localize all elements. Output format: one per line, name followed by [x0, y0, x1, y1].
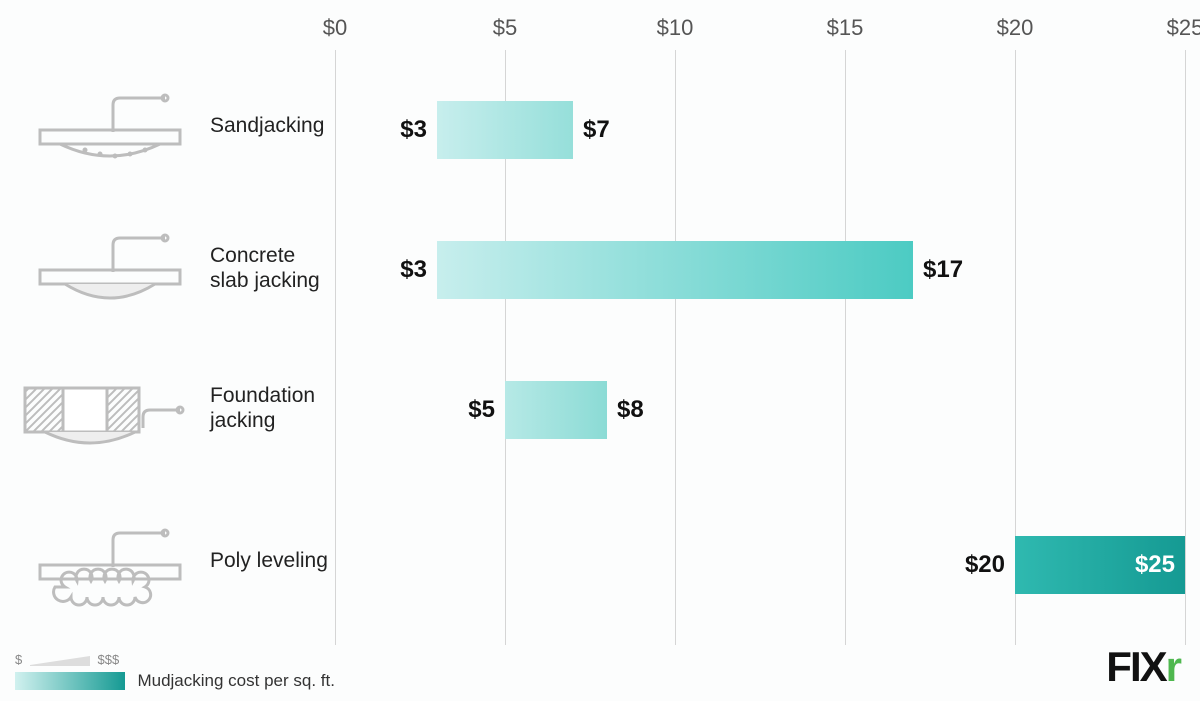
bar-high-label: $25 [1135, 551, 1175, 579]
axis-tick-label: $15 [827, 15, 864, 41]
foundation-icon [15, 370, 190, 460]
bar-low-label: $20 [965, 551, 1005, 579]
logo-text: FIX [1106, 643, 1165, 690]
bar-high-label: $7 [583, 116, 610, 144]
axis-tick-label: $0 [323, 15, 347, 41]
row-label: Concrete slab jacking [210, 243, 330, 293]
range-bar [505, 381, 607, 439]
poly-icon [15, 525, 190, 615]
legend-text: Mudjacking cost per sq. ft. [137, 671, 334, 690]
bar-high-label: $8 [617, 396, 644, 424]
range-bar [437, 101, 573, 159]
bar-low-label: $3 [400, 116, 427, 144]
axis-tick-label: $25 [1167, 15, 1200, 41]
axis-tick-label: $20 [997, 15, 1034, 41]
chart-row: Sandjacking $3 $7 [0, 65, 1200, 195]
logo-accent: r [1166, 643, 1180, 690]
axis-tick-label: $5 [493, 15, 517, 41]
concrete-icon [15, 230, 190, 320]
bar-high-label: $17 [923, 256, 963, 284]
sand-icon [15, 90, 190, 180]
row-label: Poly leveling [210, 548, 330, 573]
legend-scale: $ $$$ [15, 652, 335, 667]
fixr-logo: FIXr [1106, 643, 1180, 691]
legend: $ $$$ Mudjacking cost per sq. ft. [15, 652, 335, 691]
legend-gradient-swatch [15, 672, 125, 690]
row-label: Foundation jacking [210, 383, 330, 433]
row-label: Sandjacking [210, 113, 330, 138]
bar-low-label: $3 [400, 256, 427, 284]
chart-row: Foundation jacking $5 $8 [0, 345, 1200, 475]
range-bar [437, 241, 913, 299]
mudjacking-cost-chart: $0 $5 $10 $15 $20 $25 Sandjacking $3 $7 Concret… [0, 0, 1200, 701]
axis-tick-label: $10 [657, 15, 694, 41]
chart-row: Poly leveling $20 $25 [0, 500, 1200, 630]
chart-row: Concrete slab jacking $3 $17 [0, 205, 1200, 335]
bar-low-label: $5 [468, 396, 495, 424]
legend-scale-high: $$$ [97, 652, 119, 667]
legend-scale-low: $ [15, 652, 22, 667]
